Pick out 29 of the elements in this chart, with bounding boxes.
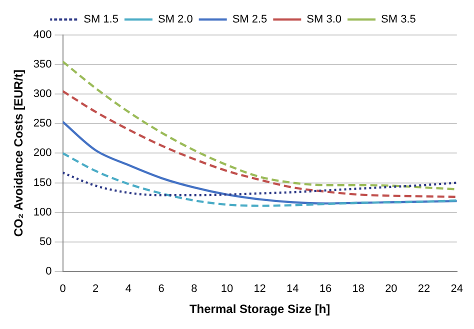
- x-tick-label: 0: [60, 283, 66, 296]
- x-axis-title: Thermal Storage Size [h]: [189, 302, 330, 316]
- x-tick-label: 8: [191, 283, 198, 296]
- legend-label: SM 3.5: [381, 14, 416, 26]
- legend-label: SM 3.0: [306, 14, 342, 26]
- y-tick-label: 200: [33, 147, 52, 160]
- x-tick-label: 22: [418, 283, 430, 296]
- x-tick-label: 20: [385, 283, 398, 296]
- x-tick-label: 10: [220, 283, 234, 296]
- y-tick-label: 150: [33, 176, 52, 189]
- x-tick-label: 6: [158, 283, 164, 296]
- legend-label: SM 2.0: [158, 14, 193, 26]
- x-tick-label: 12: [254, 283, 266, 296]
- y-tick-label: 350: [33, 58, 52, 71]
- x-tick-label: 2: [92, 283, 99, 296]
- y-tick-label: 50: [40, 236, 52, 248]
- legend-label: SM 2.5: [232, 14, 268, 26]
- x-tick-label: 24: [450, 283, 464, 296]
- y-tick-label: 300: [33, 88, 52, 100]
- y-tick-label: 100: [33, 206, 52, 218]
- x-tick-label: 16: [319, 283, 332, 296]
- y-tick-label: 400: [33, 29, 52, 42]
- x-tick-label: 18: [352, 283, 364, 296]
- y-tick-label: 250: [33, 118, 52, 130]
- y-axis-title: CO₂ Avoidance Costs [EUR/t]: [12, 70, 26, 237]
- x-tick-label: 4: [125, 283, 132, 296]
- y-tick-label: 0: [46, 265, 52, 278]
- x-tick-label: 14: [286, 283, 299, 296]
- legend-label: SM 1.5: [84, 14, 118, 26]
